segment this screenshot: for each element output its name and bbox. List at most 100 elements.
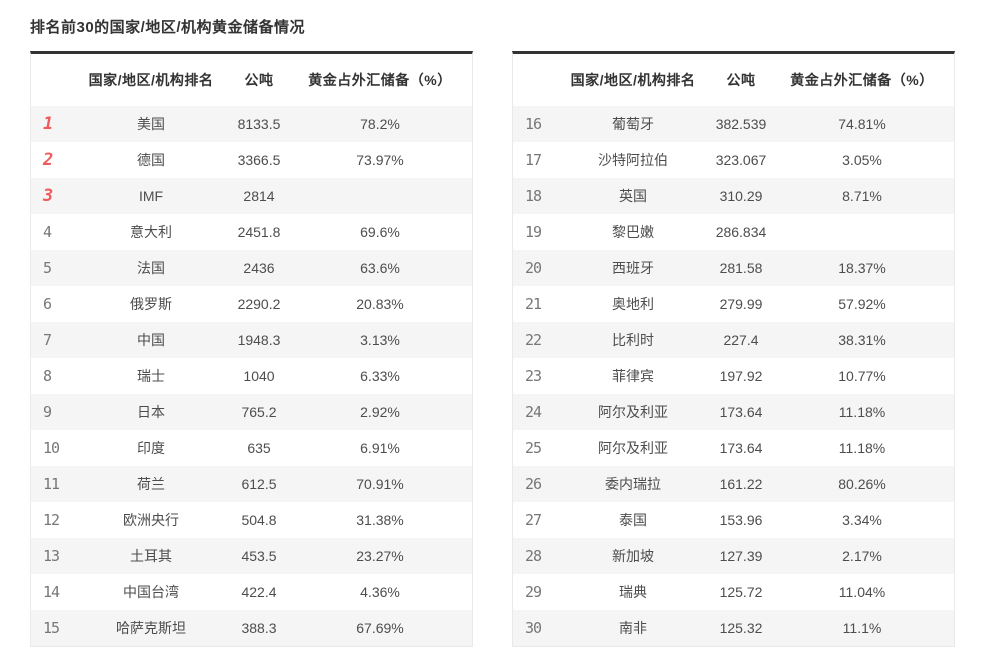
table-row: 18 英国 310.29 8.71%	[513, 178, 954, 214]
tables-container: 国家/地区/机构排名 公吨 黄金占外汇储备（%） 1 美国 8133.5 78.…	[30, 51, 959, 647]
tons-cell: 2290.2	[237, 296, 281, 312]
rank-cell: 21	[525, 295, 542, 313]
pct-cell: 20.83%	[356, 296, 404, 312]
column-header-country: 国家/地区/机构排名	[570, 72, 696, 88]
pct-cell: 38.31%	[838, 332, 886, 348]
country-cell: 荷兰	[137, 476, 165, 492]
tons-cell: 8133.5	[237, 116, 281, 132]
country-cell: 南非	[619, 620, 647, 636]
country-cell: 哈萨克斯坦	[116, 620, 186, 636]
pct-cell: 6.33%	[360, 368, 400, 384]
pct-cell: 11.18%	[838, 404, 886, 420]
rank-cell: 22	[525, 331, 542, 349]
tons-cell: 1948.3	[237, 332, 281, 348]
tons-cell: 422.4	[241, 584, 277, 600]
column-header-pct: 黄金占外汇储备（%）	[790, 72, 934, 88]
rank-cell: 17	[525, 151, 542, 169]
country-cell: 新加坡	[612, 548, 654, 564]
tons-cell: 765.2	[241, 404, 277, 420]
pct-cell: 3.34%	[842, 512, 882, 528]
tons-cell: 127.39	[719, 548, 763, 564]
rank-cell: 14	[43, 583, 60, 601]
column-header-country: 国家/地区/机构排名	[88, 72, 214, 88]
pct-cell: 80.26%	[838, 476, 886, 492]
table-header-row: 国家/地区/机构排名 公吨 黄金占外汇储备（%）	[31, 54, 472, 106]
column-header-tons: 公吨	[726, 72, 756, 88]
rank-cell: 8	[43, 367, 52, 385]
tons-cell: 173.64	[719, 440, 763, 456]
table-row: 17 沙特阿拉伯 323.067 3.05%	[513, 142, 954, 178]
tons-cell: 125.72	[719, 584, 763, 600]
rank-cell: 16	[525, 115, 542, 133]
rank-cell: 13	[43, 547, 60, 565]
rank-cell: 29	[525, 583, 542, 601]
table-row: 21 奥地利 279.99 57.92%	[513, 286, 954, 322]
country-cell: 菲律宾	[612, 368, 654, 384]
country-cell: 黎巴嫩	[612, 224, 654, 240]
rank-cell: 9	[43, 403, 52, 421]
rank-cell: 2	[43, 150, 53, 170]
rank-cell: 26	[525, 475, 542, 493]
table-body: 16 葡萄牙 382.539 74.81% 17 沙特阿拉伯 323.067 3…	[513, 106, 954, 646]
tons-cell: 310.29	[719, 188, 763, 204]
country-cell: 沙特阿拉伯	[598, 152, 668, 168]
tons-cell: 281.58	[719, 260, 763, 276]
tons-cell: 612.5	[241, 476, 277, 492]
rank-cell: 10	[43, 439, 60, 457]
country-cell: 奥地利	[612, 296, 654, 312]
table-header-row: 国家/地区/机构排名 公吨 黄金占外汇储备（%）	[513, 54, 954, 106]
column-header-tons: 公吨	[244, 72, 274, 88]
country-cell: 委内瑞拉	[605, 476, 661, 492]
table-row: 30 南非 125.32 11.1%	[513, 610, 954, 646]
gold-reserves-table-right: 国家/地区/机构排名 公吨 黄金占外汇储备（%） 16 葡萄牙 382.539 …	[512, 51, 955, 647]
pct-cell: 78.2%	[360, 116, 400, 132]
country-cell: 中国	[137, 332, 165, 348]
table-row: 28 新加坡 127.39 2.17%	[513, 538, 954, 574]
table-row: 22 比利时 227.4 38.31%	[513, 322, 954, 358]
country-cell: 西班牙	[612, 260, 654, 276]
country-cell: 阿尔及利亚	[598, 440, 668, 456]
rank-cell: 28	[525, 547, 542, 565]
rank-cell: 20	[525, 259, 542, 277]
table-body: 1 美国 8133.5 78.2% 2 德国 3366.5 73.97% 3 I…	[31, 106, 472, 646]
tons-cell: 3366.5	[237, 152, 281, 168]
country-cell: 印度	[137, 440, 165, 456]
pct-cell: 69.6%	[360, 224, 400, 240]
table-row: 1 美国 8133.5 78.2%	[31, 106, 472, 142]
rank-cell: 12	[43, 511, 60, 529]
tons-cell: 125.32	[719, 620, 763, 636]
tons-cell: 279.99	[719, 296, 763, 312]
table-row: 11 荷兰 612.5 70.91%	[31, 466, 472, 502]
pct-cell: 11.04%	[838, 584, 886, 600]
tons-cell: 504.8	[241, 512, 277, 528]
tons-cell: 382.539	[715, 116, 767, 132]
country-cell: 葡萄牙	[612, 116, 654, 132]
rank-cell: 15	[43, 619, 60, 637]
country-cell: 欧洲央行	[123, 512, 179, 528]
tons-cell: 227.4	[723, 332, 759, 348]
table-row: 19 黎巴嫩 286.834	[513, 214, 954, 250]
table-row: 25 阿尔及利亚 173.64 11.18%	[513, 430, 954, 466]
country-cell: IMF	[138, 188, 164, 204]
table-row: 13 土耳其 453.5 23.27%	[31, 538, 472, 574]
rank-cell: 27	[525, 511, 542, 529]
table-row: 3 IMF 2814	[31, 178, 472, 214]
tons-cell: 2451.8	[237, 224, 281, 240]
tons-cell: 1040	[243, 368, 275, 384]
pct-cell: 57.92%	[838, 296, 886, 312]
tons-cell: 161.22	[719, 476, 763, 492]
table-row: 9 日本 765.2 2.92%	[31, 394, 472, 430]
country-cell: 比利时	[612, 332, 654, 348]
pct-cell: 8.71%	[842, 188, 882, 204]
country-cell: 中国台湾	[123, 584, 179, 600]
table-row: 27 泰国 153.96 3.34%	[513, 502, 954, 538]
pct-cell: 4.36%	[360, 584, 400, 600]
country-cell: 泰国	[619, 512, 647, 528]
country-cell: 瑞典	[619, 584, 647, 600]
rank-cell: 4	[43, 223, 52, 241]
rank-cell: 25	[525, 439, 542, 457]
tons-cell: 2814	[243, 188, 275, 204]
rank-cell: 19	[525, 223, 542, 241]
country-cell: 英国	[619, 188, 647, 204]
